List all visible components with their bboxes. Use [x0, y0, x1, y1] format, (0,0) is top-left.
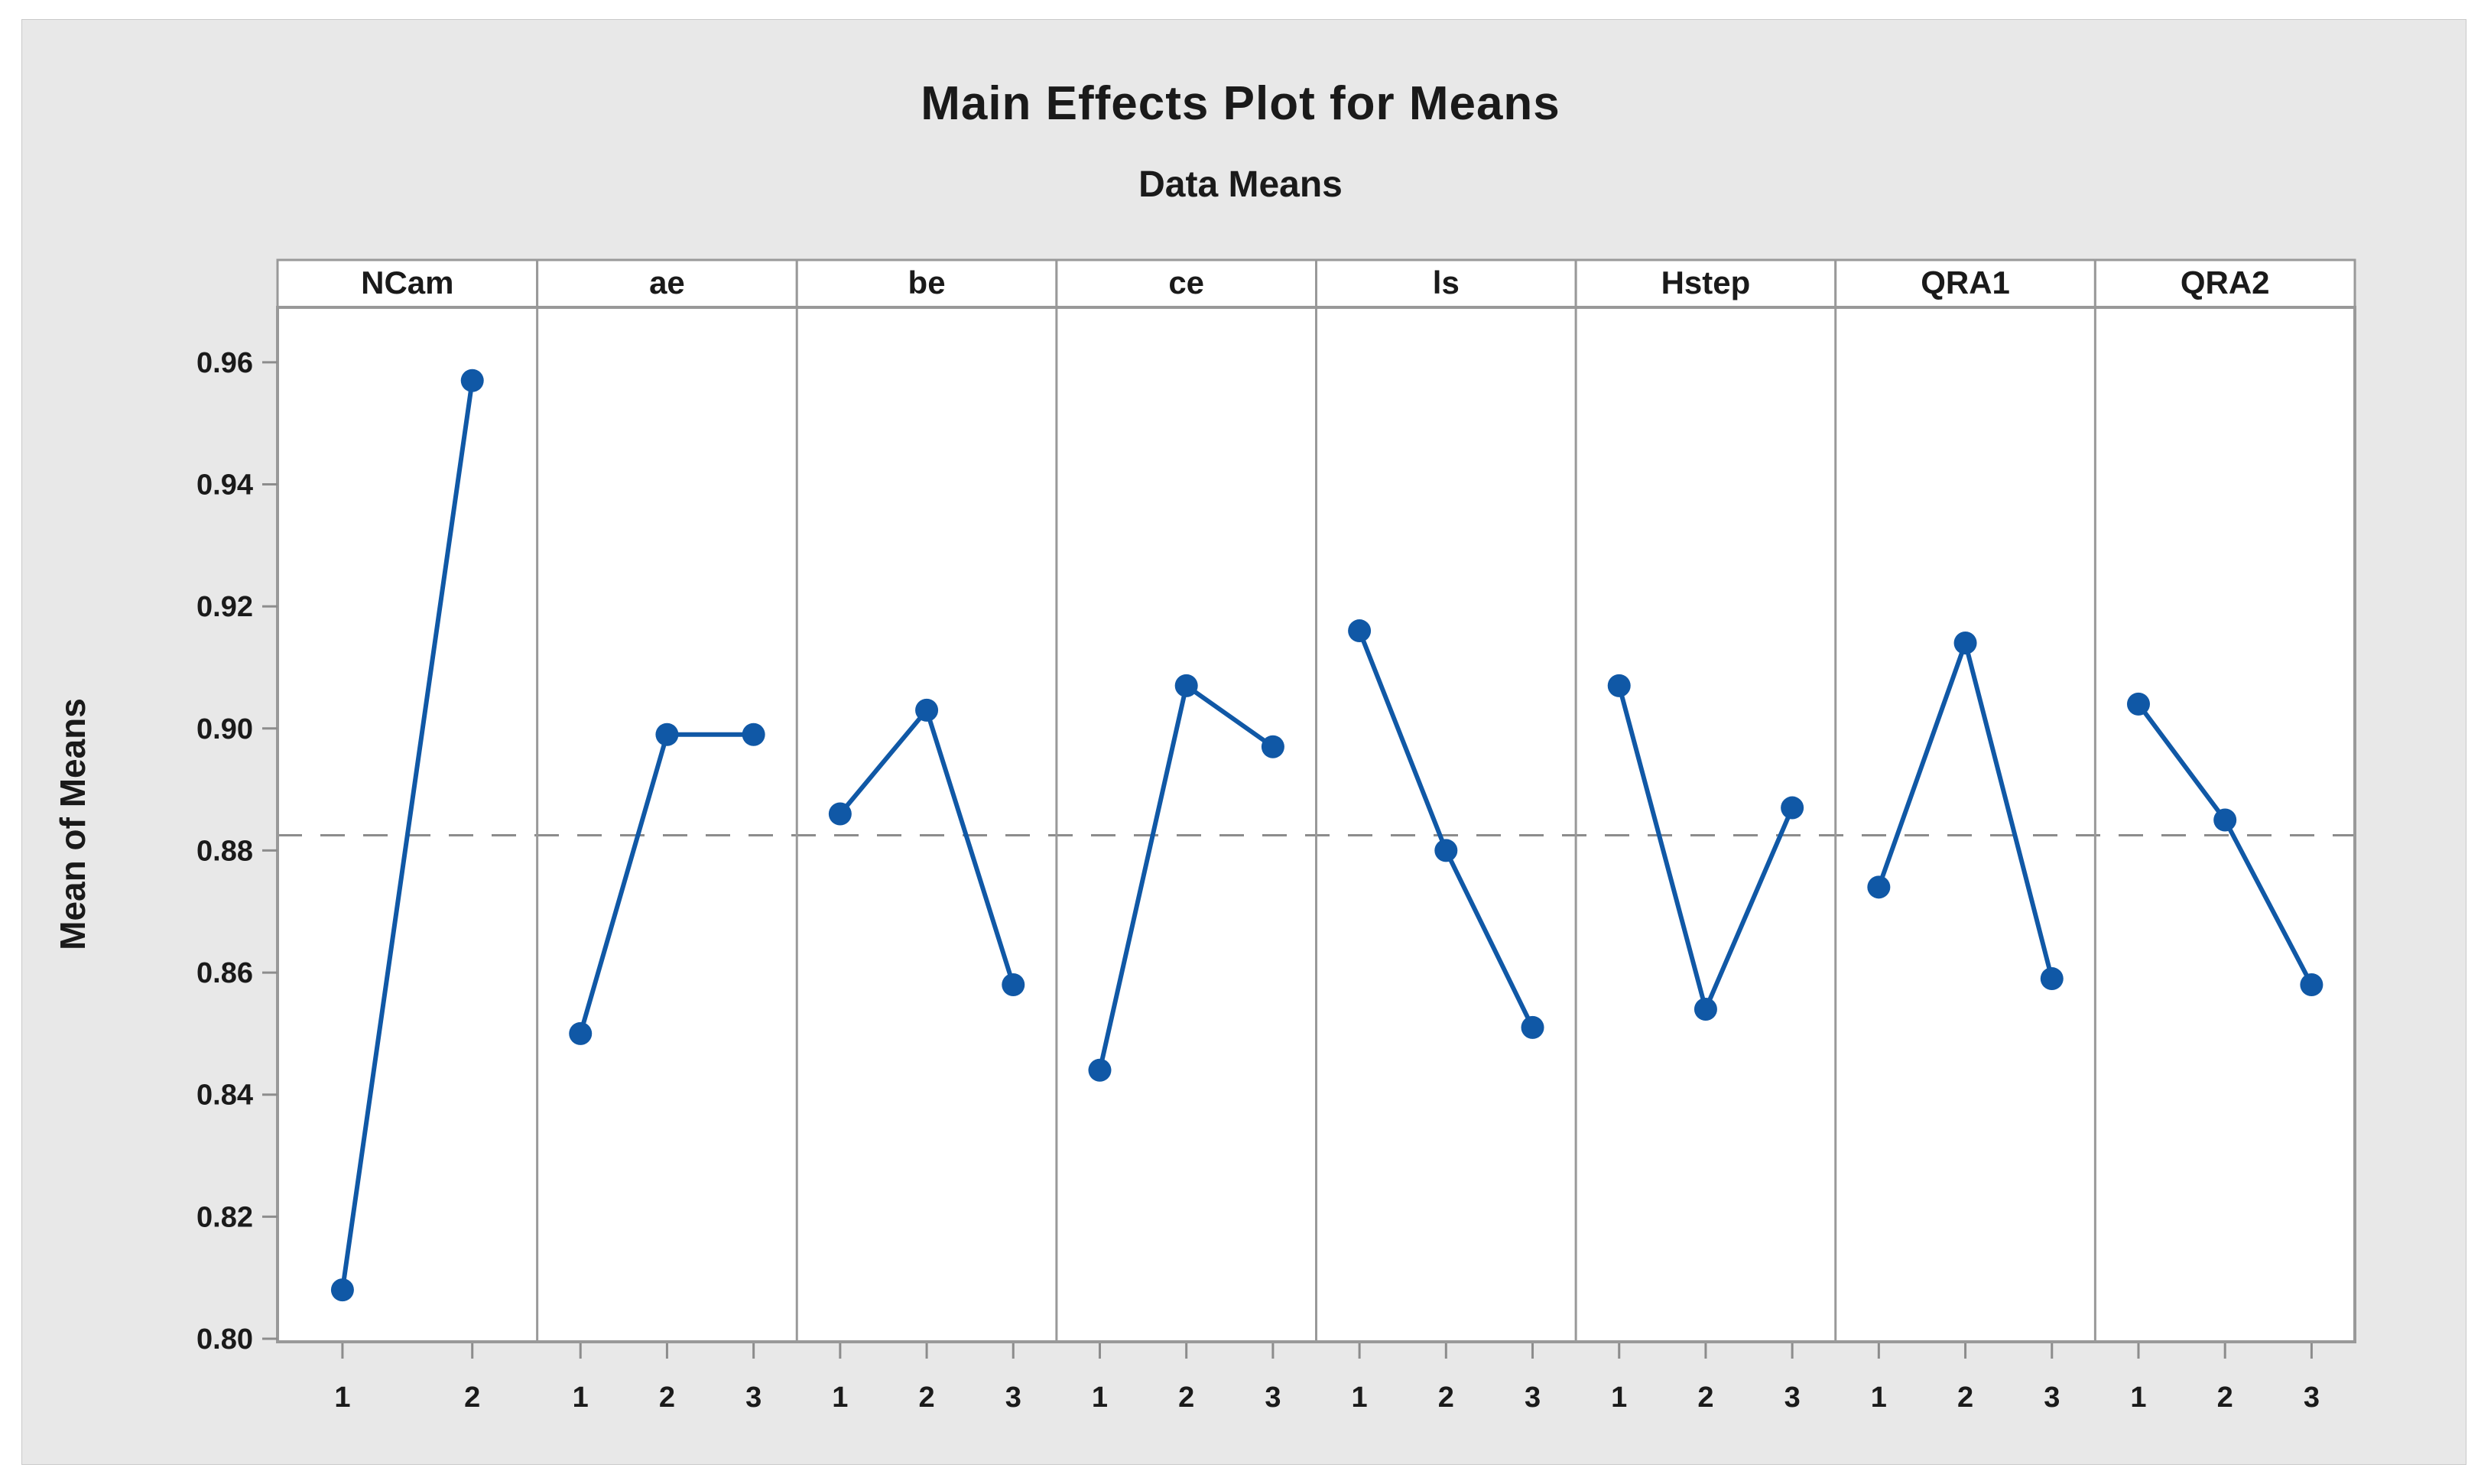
x-tick-label: 3 — [1525, 1382, 1541, 1414]
chart-title: Main Effects Plot for Means — [921, 77, 1560, 130]
panel-header-label: be — [908, 265, 946, 300]
panel-header-label: ae — [649, 265, 685, 300]
data-point — [1348, 619, 1372, 643]
data-point — [2126, 692, 2150, 716]
y-tick-label: 0.90 — [196, 713, 253, 745]
data-point — [1002, 973, 1025, 997]
x-tick-label: 1 — [334, 1382, 350, 1414]
x-tick-label: 2 — [1178, 1382, 1194, 1414]
data-point — [828, 802, 852, 826]
data-point — [1867, 875, 1891, 899]
x-tick-label: 2 — [918, 1382, 934, 1414]
x-tick-label: 3 — [1005, 1382, 1021, 1414]
plot-border — [276, 306, 2356, 1343]
x-tick-label: 2 — [659, 1382, 675, 1414]
x-tick-label: 2 — [1697, 1382, 1713, 1414]
x-tick-label: 1 — [1871, 1382, 1887, 1414]
data-point — [569, 1021, 593, 1045]
series-line-NCam — [339, 380, 475, 1291]
y-tick-label: 0.84 — [196, 1080, 253, 1112]
data-point — [1953, 632, 1977, 655]
data-point — [1781, 796, 1804, 820]
x-tick-label: 1 — [1092, 1382, 1108, 1414]
data-point — [1607, 674, 1631, 697]
panel-header-label: Hstep — [1661, 265, 1751, 300]
x-tick-label: 1 — [832, 1382, 848, 1414]
data-point — [330, 1278, 354, 1302]
x-tick-label: 3 — [2304, 1382, 2320, 1414]
panel-header — [795, 258, 1058, 309]
data-point — [1088, 1058, 1112, 1082]
x-tick-label: 3 — [1265, 1382, 1281, 1414]
data-point — [1434, 839, 1458, 862]
x-tick-label: 1 — [573, 1382, 589, 1414]
x-tick-label: 3 — [2044, 1382, 2060, 1414]
x-tick-label: 3 — [745, 1382, 762, 1414]
data-point — [742, 723, 765, 746]
panel-header-label: QRA1 — [1921, 265, 2010, 300]
panel-header — [2093, 258, 2356, 309]
y-tick-label: 0.86 — [196, 957, 253, 989]
data-point — [1521, 1015, 1544, 1039]
panel-header-label: QRA2 — [2181, 265, 2270, 300]
data-point — [1261, 735, 1284, 758]
x-tick-label: 1 — [1352, 1382, 1368, 1414]
data-point — [2300, 973, 2324, 997]
data-point — [460, 369, 484, 392]
y-tick-label: 0.80 — [196, 1323, 253, 1356]
x-tick-label: 2 — [464, 1382, 480, 1414]
y-tick-label: 0.94 — [196, 469, 253, 501]
x-tick-label: 1 — [2130, 1382, 2146, 1414]
y-tick-label: 0.96 — [196, 347, 253, 379]
y-tick-label: 0.92 — [196, 591, 253, 623]
x-tick-label: 2 — [1438, 1382, 1454, 1414]
x-tick-label: 2 — [2217, 1382, 2233, 1414]
panel-header-label: NCam — [361, 265, 453, 300]
data-point — [2213, 808, 2237, 832]
y-tick-label: 0.88 — [196, 835, 253, 867]
data-point — [1174, 674, 1198, 697]
x-tick-label: 1 — [1611, 1382, 1627, 1414]
x-tick-label: 3 — [1784, 1382, 1801, 1414]
y-tick-label: 0.82 — [196, 1201, 253, 1233]
panel-header-label: ls — [1433, 265, 1460, 300]
data-point — [2040, 967, 2064, 991]
data-point — [915, 698, 939, 722]
x-tick-label: 2 — [1957, 1382, 1973, 1414]
chart-subtitle: Data Means — [1138, 164, 1343, 205]
data-point — [655, 723, 679, 746]
panel-header-label: ce — [1168, 265, 1204, 300]
data-point — [1694, 997, 1717, 1021]
panel-header — [1055, 258, 1317, 309]
